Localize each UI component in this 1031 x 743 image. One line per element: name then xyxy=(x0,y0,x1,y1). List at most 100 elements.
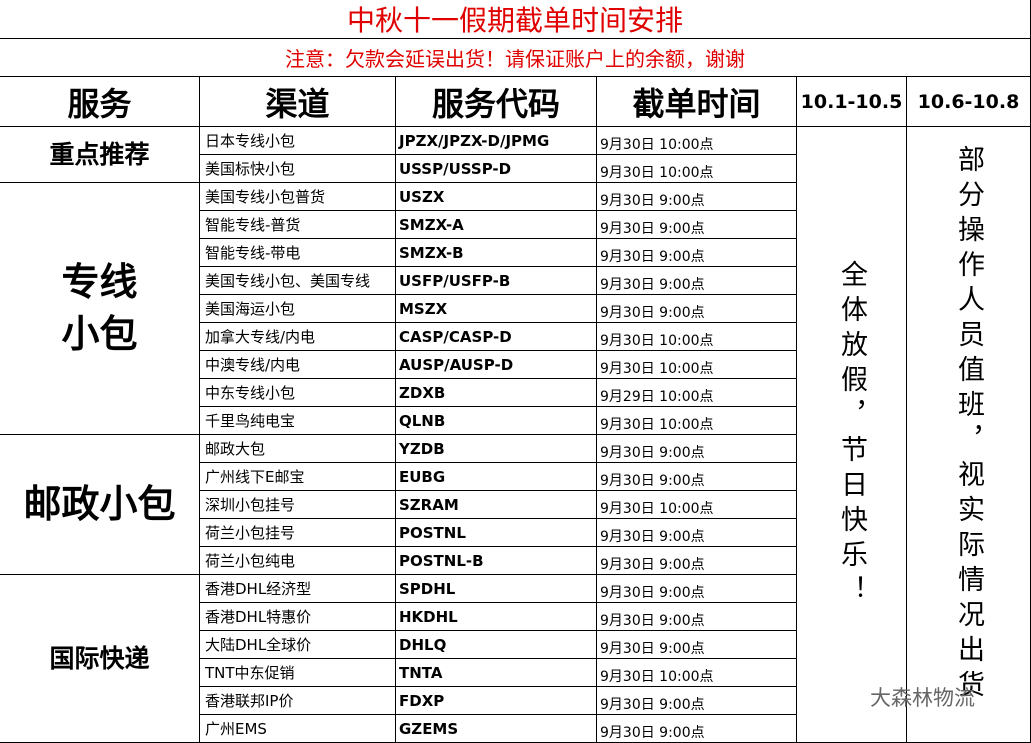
cutoff-text: 9月30日 9:00点 xyxy=(600,585,705,601)
title-text: 中秋十一假期截单时间安排 xyxy=(346,4,683,37)
cutoff-text: 9月30日 10:00点 xyxy=(600,361,714,377)
channel: 加拿大专线/内电 xyxy=(200,323,396,351)
code: EUBG xyxy=(396,463,597,491)
code-text: POSTNL xyxy=(399,523,466,542)
duty-note: 部分操作人员值班，视实际情况出货 xyxy=(907,127,1031,743)
channel: 广州EMS xyxy=(200,715,396,743)
code: AUSP/AUSP-D xyxy=(396,351,597,379)
channel-text: TNT中东促销 xyxy=(205,664,295,682)
code-text: SZRAM xyxy=(399,495,459,514)
channel: 大陆DHL全球价 xyxy=(200,631,396,659)
channel-text: 香港联邦IP价 xyxy=(205,692,294,710)
cutoff: 9月30日 10:00点 xyxy=(597,351,797,379)
cutoff-text: 9月30日 9:00点 xyxy=(600,193,705,209)
cutoff-text: 9月30日 9:00点 xyxy=(600,221,705,237)
header-cell: 渠道 xyxy=(200,77,396,127)
code-text: EUBG xyxy=(399,467,446,486)
channel-text: 美国专线小包、美国专线 xyxy=(205,272,371,290)
code-text: FDXP xyxy=(399,691,445,710)
cutoff-text: 9月30日 9:00点 xyxy=(600,305,705,321)
code: POSTNL xyxy=(396,519,597,547)
channel: 美国专线小包、美国专线 xyxy=(200,267,396,295)
cutoff-text: 9月30日 9:00点 xyxy=(600,613,705,629)
code-text: CASP/CASP-D xyxy=(399,327,512,346)
cutoff-text: 9月30日 9:00点 xyxy=(600,697,705,713)
code: ZDXB xyxy=(396,379,597,407)
channel-text: 大陆DHL全球价 xyxy=(205,636,312,654)
cutoff-text: 9月30日 10:00点 xyxy=(600,501,714,517)
cutoff: 9月30日 9:00点 xyxy=(597,631,797,659)
channel-text: 邮政大包 xyxy=(205,440,266,458)
cutoff: 9月30日 10:00点 xyxy=(597,323,797,351)
code: SMZX-A xyxy=(396,211,597,239)
group-name-text: 国际快递 xyxy=(49,643,150,673)
channel-text: 智能专线-普货 xyxy=(205,216,301,234)
cutoff: 9月30日 9:00点 xyxy=(597,295,797,323)
channel: 深圳小包挂号 xyxy=(200,491,396,519)
code-text: USSP/USSP-D xyxy=(399,159,512,178)
channel: 美国海运小包 xyxy=(200,295,396,323)
code-text: SMZX-B xyxy=(399,243,464,262)
channel: 智能专线-带电 xyxy=(200,239,396,267)
holiday-note-text: 全体放假，节日快乐！ xyxy=(836,259,867,610)
code-text: AUSP/AUSP-D xyxy=(399,355,514,374)
cutoff: 9月30日 10:00点 xyxy=(597,155,797,183)
channel: 中东专线小包 xyxy=(200,379,396,407)
code: MSZX xyxy=(396,295,597,323)
code-text: USFP/USFP-B xyxy=(399,271,511,290)
cutoff: 9月29日 10:00点 xyxy=(597,379,797,407)
channel: TNT中东促销 xyxy=(200,659,396,687)
channel: 荷兰小包纯电 xyxy=(200,547,396,575)
cutoff: 9月30日 9:00点 xyxy=(597,211,797,239)
watermark: 大森林物流 xyxy=(870,680,1010,714)
channel: 荷兰小包挂号 xyxy=(200,519,396,547)
cutoff-text: 9月30日 10:00点 xyxy=(600,165,714,181)
cutoff: 9月30日 9:00点 xyxy=(597,575,797,603)
code-text: SPDHL xyxy=(399,579,456,598)
code: USSP/USSP-D xyxy=(396,155,597,183)
channel: 香港联邦IP价 xyxy=(200,687,396,715)
header-cell: 服务 xyxy=(0,77,200,127)
watermark-text: 大森林物流 xyxy=(870,686,975,710)
code: TNTA xyxy=(396,659,597,687)
header-cell-text: 服务 xyxy=(67,84,132,123)
cutoff: 9月30日 9:00点 xyxy=(597,519,797,547)
code: SMZX-B xyxy=(396,239,597,267)
code: QLNB xyxy=(396,407,597,435)
code: HKDHL xyxy=(396,603,597,631)
code-text: TNTA xyxy=(399,663,443,682)
cutoff-text: 9月30日 10:00点 xyxy=(600,669,714,685)
channel: 广州线下E邮宝 xyxy=(200,463,396,491)
code-text: SMZX-A xyxy=(399,215,464,234)
cutoff: 9月30日 9:00点 xyxy=(597,435,797,463)
channel-text: 荷兰小包纯电 xyxy=(205,552,296,570)
cutoff-text: 9月30日 9:00点 xyxy=(600,529,705,545)
channel-text: 深圳小包挂号 xyxy=(205,496,296,514)
channel: 香港DHL经济型 xyxy=(200,575,396,603)
cutoff: 9月30日 9:00点 xyxy=(597,239,797,267)
cutoff: 9月30日 9:00点 xyxy=(597,603,797,631)
code: SPDHL xyxy=(396,575,597,603)
cutoff: 9月30日 9:00点 xyxy=(597,715,797,743)
code: CASP/CASP-D xyxy=(396,323,597,351)
group-name: 国际快递 xyxy=(0,575,200,743)
header-cell-text: 服务代码 xyxy=(431,84,560,123)
cutoff-text: 9月30日 9:00点 xyxy=(600,249,705,265)
duty-note-text: 部分操作人员值班，视实际情况出货 xyxy=(953,145,984,705)
cutoff-text: 9月30日 10:00点 xyxy=(600,333,714,349)
header-cell-text: 10.1-10.5 xyxy=(800,90,903,113)
header-cell-text: 10.6-10.8 xyxy=(917,90,1020,113)
channel: 智能专线-普货 xyxy=(200,211,396,239)
title: 中秋十一假期截单时间安排 xyxy=(0,0,1031,39)
cutoff: 9月30日 9:00点 xyxy=(597,463,797,491)
cutoff-text: 9月30日 9:00点 xyxy=(600,641,705,657)
code-text: QLNB xyxy=(399,411,446,430)
cutoff-text: 9月30日 10:00点 xyxy=(600,417,714,433)
cutoff: 9月30日 10:00点 xyxy=(597,491,797,519)
cutoff-text: 9月30日 9:00点 xyxy=(600,473,705,489)
code-text: POSTNL-B xyxy=(399,551,484,570)
code-text: YZDB xyxy=(399,439,445,458)
code: USZX xyxy=(396,183,597,211)
group-name-text: 重点推荐 xyxy=(49,139,150,169)
